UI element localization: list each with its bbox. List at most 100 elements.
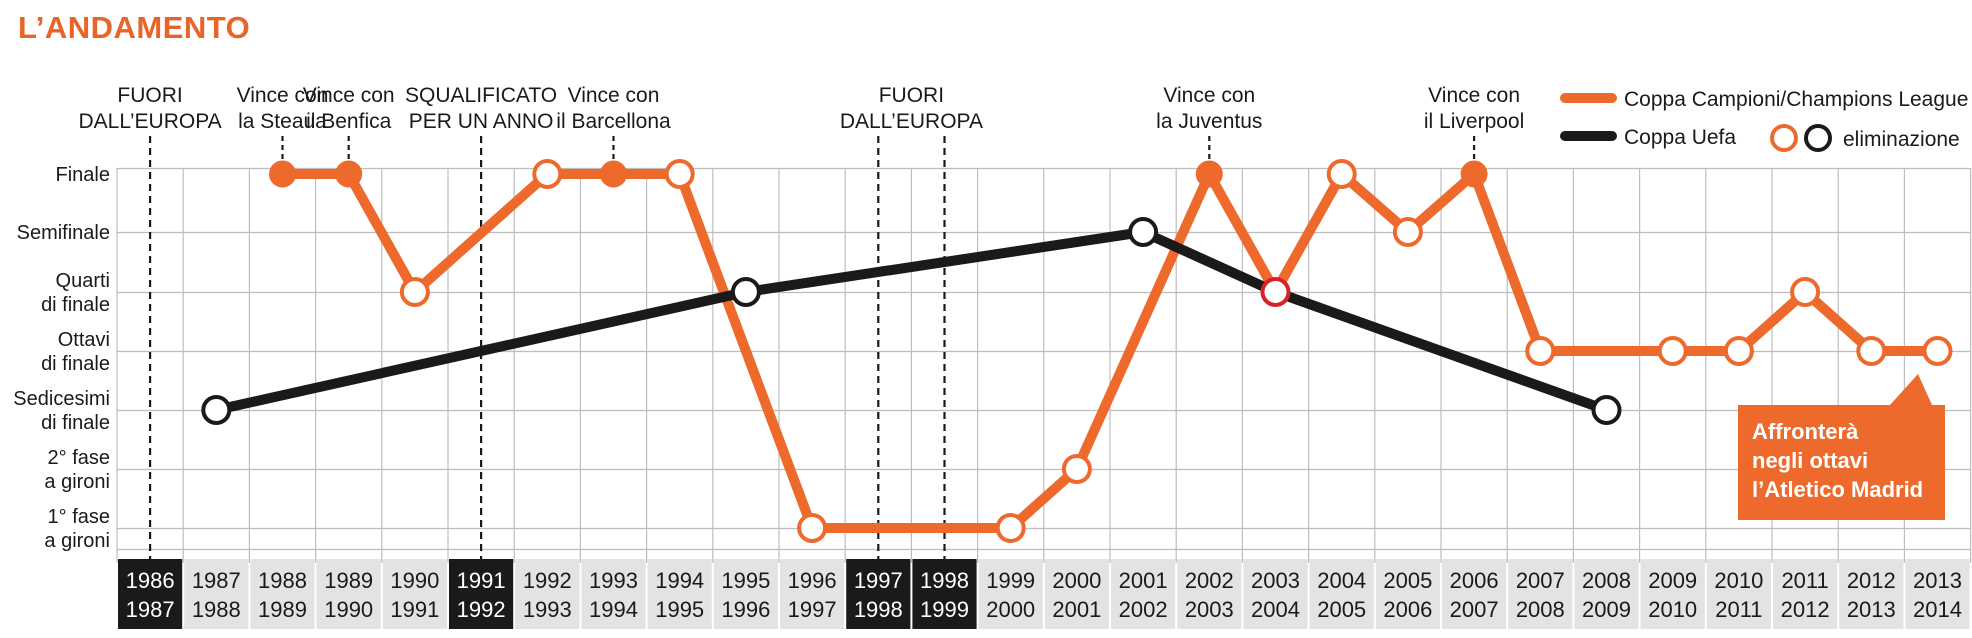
callout-pointer <box>1890 374 1932 405</box>
tick-label: 1988 1989 <box>258 568 307 622</box>
tick-box <box>912 559 977 629</box>
tick-box <box>1905 559 1970 629</box>
y-label: Ottavi di finale <box>41 329 110 375</box>
tick-label: 2007 2008 <box>1516 568 1565 622</box>
tick-box <box>1574 559 1639 629</box>
tick-box <box>316 559 381 629</box>
tick-box <box>1640 559 1705 629</box>
tick-label: 2003 2004 <box>1251 568 1300 622</box>
tick-box <box>118 559 183 629</box>
champions-elimination-point <box>1061 454 1092 484</box>
champions-elimination-point <box>1392 217 1423 247</box>
tick-box <box>1508 559 1573 629</box>
uefa-elimination-point <box>730 277 761 307</box>
tick-box <box>1706 559 1771 629</box>
tick-label: 1998 1999 <box>920 568 969 622</box>
champions-elimination-point <box>797 513 828 543</box>
y-label: 2° fase a gironi <box>44 447 110 493</box>
tick-box <box>1111 559 1176 629</box>
tick-label: 2005 2006 <box>1383 568 1432 622</box>
callout-text: Affronterà negli ottavi l’Atletico Madrid <box>1752 419 1923 502</box>
legend: Coppa Campioni/Champions League Coppa Uef… <box>1560 88 1968 152</box>
legend-uefa-label: Coppa Uefa <box>1624 126 1736 149</box>
tick-label: 2009 2010 <box>1648 568 1697 622</box>
y-label: Semifinale <box>17 222 110 244</box>
champions-elimination-point <box>1657 336 1688 366</box>
tick-label: 2000 2001 <box>1052 568 1101 622</box>
tick-label: 2010 2011 <box>1714 568 1763 622</box>
tick-label: 1994 1995 <box>655 568 704 622</box>
legend-champions-label: Coppa Campioni/Champions League <box>1624 88 1968 111</box>
tick-box <box>1044 559 1109 629</box>
annotation-text: Vince con il Benfica <box>303 84 395 133</box>
won-point <box>1460 160 1488 188</box>
annotation-text: Vince con il Liverpool <box>1424 84 1524 133</box>
tick-box <box>713 559 778 629</box>
legend-elimination-label: eliminazione <box>1843 128 1960 151</box>
tick-box <box>1309 559 1374 629</box>
tick-label: 1991 1992 <box>457 568 506 622</box>
won-point <box>600 160 627 188</box>
champions-elimination-point <box>1723 336 1754 366</box>
y-axis-labels: 1° fase a gironi 2° fase a gironi Sedicesimi… <box>13 164 110 552</box>
champions-elimination-point <box>532 159 563 189</box>
y-label: Quarti di finale <box>41 270 110 316</box>
champions-elimination-point <box>1922 336 1953 366</box>
tick-box <box>184 559 249 629</box>
callout-box <box>1738 405 1945 520</box>
tick-box <box>1375 559 1440 629</box>
tick-label: 2002 2003 <box>1185 568 1234 622</box>
champions-elimination-point <box>1790 277 1821 307</box>
series-points <box>201 159 1953 543</box>
tick-label: 1999 2000 <box>986 568 1035 622</box>
tick-label: 1989 1990 <box>324 568 373 622</box>
tick-label: 1990 1991 <box>390 568 439 622</box>
tick-label: 1995 1996 <box>721 568 770 622</box>
annotation-text: FUORI DALL’EUROPA <box>79 84 222 133</box>
tick-box <box>382 559 447 629</box>
champions-elimination-point <box>664 159 695 189</box>
callout: Affronterà negli ottavi l’Atletico Madrid <box>1738 374 1945 520</box>
legend-elimination-orange-icon <box>1770 124 1798 152</box>
champions-elimination-point <box>1260 277 1291 307</box>
tick-label: 2011 2012 <box>1781 568 1830 622</box>
champions-elimination-point <box>1856 336 1887 366</box>
x-axis-ticks: 1986 1987 1987 1988 1988 1989 1989 1990 1990 1991… <box>118 559 1970 629</box>
tick-label: 1997 1998 <box>854 568 903 622</box>
tick-label: 1993 1994 <box>589 568 638 622</box>
tick-box <box>515 559 580 629</box>
won-point <box>269 160 296 188</box>
tick-label: 1992 1993 <box>523 568 572 622</box>
tick-box <box>1177 559 1242 629</box>
tick-box <box>846 559 911 629</box>
annotation-text: FUORI DALL’EUROPA <box>840 84 983 133</box>
y-label: Sedicesimi di finale <box>13 388 110 434</box>
tick-label: 1986 1987 <box>126 568 175 622</box>
champions-elimination-point <box>995 513 1026 543</box>
annotation-text: Vince con la Juventus <box>1156 84 1262 133</box>
uefa-elimination-point <box>1591 395 1622 425</box>
tick-box <box>1243 559 1308 629</box>
annotation-text: SQUALIFICATO PER UN ANNO <box>405 84 557 133</box>
tick-box <box>647 559 712 629</box>
tick-box <box>581 559 646 629</box>
won-point <box>335 160 363 188</box>
annotation-text: Vince con la Steaua <box>237 84 329 133</box>
champions-elimination-point <box>1326 159 1357 189</box>
champions-elimination-point <box>1525 336 1556 366</box>
tick-box <box>978 559 1043 629</box>
tick-label: 2012 2013 <box>1847 568 1896 622</box>
tick-box <box>1773 559 1838 629</box>
tick-box <box>449 559 514 629</box>
uefa-elimination-point <box>201 395 232 425</box>
tick-label: 1996 1997 <box>788 568 837 622</box>
tick-label: 2008 2009 <box>1582 568 1631 622</box>
tick-box <box>1442 559 1507 629</box>
y-label: Finale <box>56 164 110 186</box>
champions-elimination-point <box>399 277 430 307</box>
tick-label: 2004 2005 <box>1317 568 1366 622</box>
annotation-text: Vince con il Barcellona <box>556 84 671 133</box>
y-label: 1° fase a gironi <box>44 506 110 552</box>
